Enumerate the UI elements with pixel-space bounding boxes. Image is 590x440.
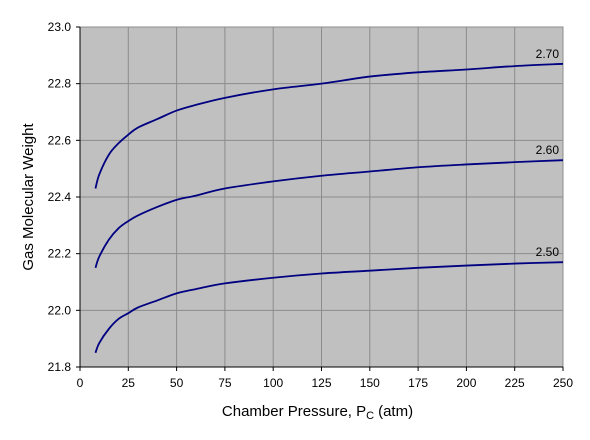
y-axis-ticks: 21.8 22.0 22.2 22.4 22.6 22.8 23.0 <box>48 20 80 374</box>
series-label: 2.50 <box>536 245 560 259</box>
y-axis-title: Gas Molecular Weight <box>20 123 37 271</box>
series-line-2-60 <box>94 159 564 269</box>
y-tick-label: 22.8 <box>48 77 72 91</box>
x-axis-ticks: 0 25 50 75 100 125 150 175 200 225 250 <box>77 367 573 390</box>
series-label: 2.60 <box>536 143 560 157</box>
series-labels: 2.70 2.60 2.50 <box>536 47 560 259</box>
x-tick-label: 150 <box>360 376 380 390</box>
y-tick-label: 22.2 <box>48 247 72 261</box>
x-tick-label: 25 <box>122 376 136 390</box>
x-tick-label: 75 <box>218 376 232 390</box>
x-tick-label: 125 <box>311 376 331 390</box>
x-tick-label: 200 <box>456 376 476 390</box>
y-tick-label: 23.0 <box>48 20 72 34</box>
series-line-2-70 <box>94 62 564 189</box>
y-tick-label: 22.4 <box>48 190 72 204</box>
x-tick-label: 100 <box>263 376 283 390</box>
x-axis-title-unit: (atm) <box>378 403 413 420</box>
series-label: 2.70 <box>536 47 560 61</box>
x-tick-label: 250 <box>553 376 573 390</box>
x-tick-label: 0 <box>77 376 84 390</box>
y-tick-label: 21.8 <box>48 360 72 374</box>
x-tick-label: 50 <box>170 376 184 390</box>
x-axis-title: Chamber Pressure, PC (atm) <box>222 403 413 422</box>
x-axis-title-main: Chamber Pressure, P <box>222 403 366 420</box>
x-tick-label: 225 <box>505 376 525 390</box>
series-line-2-50 <box>94 261 564 354</box>
x-axis-title-subscript: C <box>366 410 374 422</box>
series-lines <box>94 62 564 354</box>
x-tick-label: 175 <box>408 376 428 390</box>
y-tick-label: 22.6 <box>48 133 72 147</box>
y-tick-label: 22.0 <box>48 303 72 317</box>
